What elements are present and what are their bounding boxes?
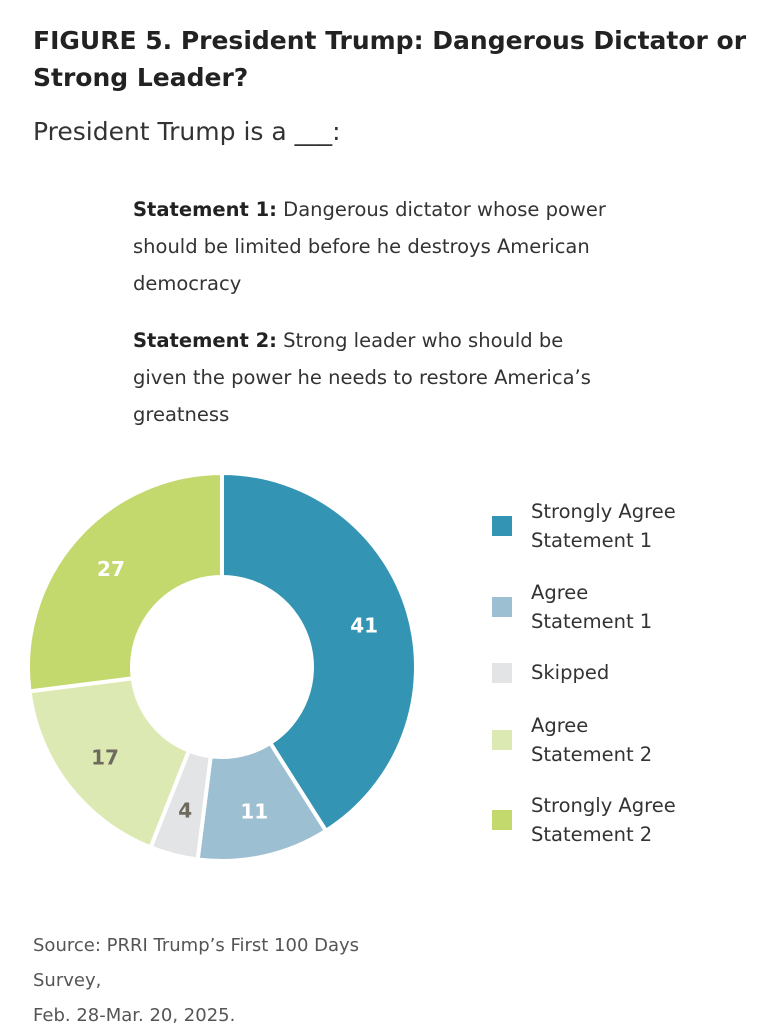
data-label: 27 xyxy=(97,557,125,581)
statement-1: Statement 1: Dangerous dictator whose po… xyxy=(133,191,653,302)
legend-label: Statement 1 xyxy=(531,610,653,633)
data-label: 41 xyxy=(350,614,378,638)
statement-1-label: Statement 1: xyxy=(133,198,277,221)
legend-label: Agree xyxy=(531,714,589,737)
figure-title: FIGURE 5. President Trump: Dangerous Dic… xyxy=(33,26,747,92)
source-line-2: Feb. 28-Mar. 20, 2025. xyxy=(33,1005,236,1026)
donut-chart: 41 11 4 17 27 xyxy=(26,470,418,863)
legend-label: Strongly Agree xyxy=(531,500,676,523)
statement-1-text: Dangerous dictator whose power should be… xyxy=(133,198,606,295)
statement-2-label: Statement 2: xyxy=(133,329,277,352)
figure-subtitle: President Trump is a ___: xyxy=(33,117,341,146)
legend-label: Strongly Agree xyxy=(531,794,676,817)
legend-label: Statement 1 xyxy=(531,529,653,552)
legend-label: Statement 2 xyxy=(531,743,653,766)
legend-swatch xyxy=(492,597,512,617)
donut-slice-agree-statement-2 xyxy=(27,676,192,850)
legend-label: Statement 2 xyxy=(531,823,653,846)
legend-swatch xyxy=(492,730,512,750)
source-line-1: Source: PRRI Trump’s First 100 Days Surv… xyxy=(33,935,360,991)
legend-label: Agree xyxy=(531,581,589,604)
statement-2: Statement 2: Strong leader who should be… xyxy=(133,322,603,433)
legend-swatch xyxy=(492,663,512,683)
data-label: 11 xyxy=(240,799,268,823)
donut-slice-strongly-agree-statement-1 xyxy=(220,470,418,834)
donut-slice-strongly-agree-statement-2 xyxy=(26,470,224,694)
legend-label: Skipped xyxy=(531,661,610,684)
statement-2-text: Strong leader who should be given the po… xyxy=(133,329,591,426)
source-note: Source: PRRI Trump’s First 100 Days Surv… xyxy=(33,928,433,1033)
legend-swatch xyxy=(492,516,512,536)
data-label: 17 xyxy=(91,746,119,770)
data-label: 4 xyxy=(178,798,192,822)
legend-swatch xyxy=(492,810,512,830)
